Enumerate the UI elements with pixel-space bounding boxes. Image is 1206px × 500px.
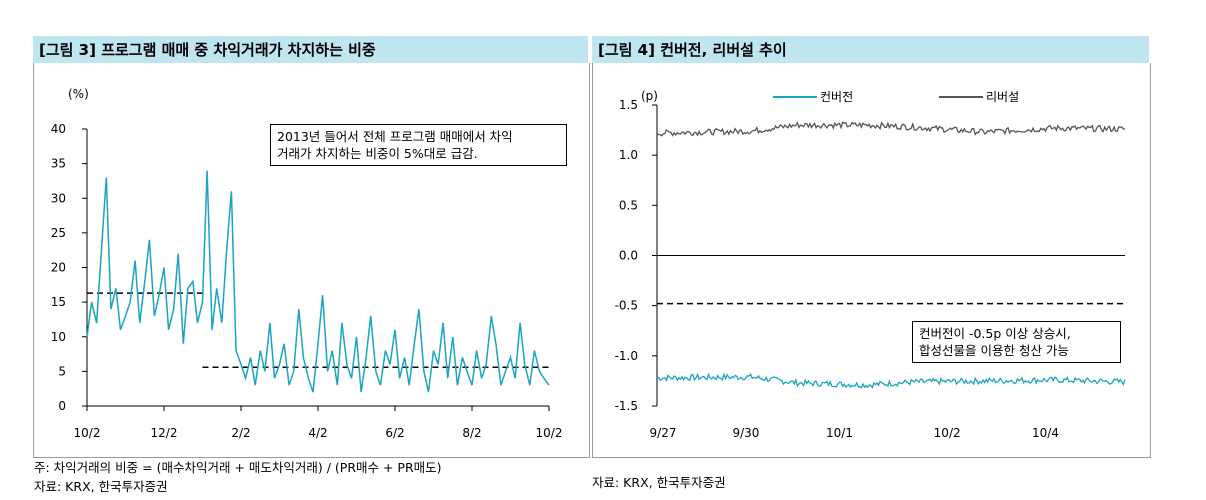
chart4-y-tick-label: 0.5	[619, 198, 638, 212]
chart3-y-tick-label: 25	[51, 226, 66, 240]
chart4-y-tick-label: 1.5	[619, 98, 638, 112]
chart3-x-tick-label: 10/2	[536, 426, 563, 440]
chart4-annotation: 컨버전이 -0.5p 이상 상승시, 합성선물을 이용한 청산 가능	[912, 321, 1121, 363]
chart3-x-tick-label: 10/2	[74, 426, 101, 440]
chart3-y-tick-label: 35	[51, 157, 66, 171]
chart3-annotation-line2: 거래가 차지하는 비중이 5%대로 급감.	[277, 146, 478, 161]
chart3-footnote: 주: 차익거래의 비중 = (매수차익거래 + 매도차익거래) / (PR매수 …	[34, 460, 442, 475]
chart3-x-tick-label: 12/2	[151, 426, 178, 440]
chart4-x-tick-label: 10/2	[934, 426, 961, 440]
chart3-y-tick-label: 10	[51, 330, 66, 344]
chart3-header: [그림 3] 프로그램 매매 중 차익거래가 차지하는 비중	[33, 36, 588, 63]
chart4-frame	[592, 63, 1151, 458]
chart4-y-tick-label: -1.0	[615, 349, 638, 363]
chart4-source: 자료: KRX, 한국투자증권	[592, 475, 726, 490]
chart4-y-tick-label: 0.0	[619, 249, 638, 263]
chart3-series-line	[86, 170, 550, 393]
chart4-y-tick-label: -0.5	[615, 299, 638, 313]
chart3-y-tick-label: 5	[58, 364, 66, 378]
chart4-svg: (p) -1.5 -1.0 -0.5 0.0 0.5 1.0 1.5 9/27 9/30 10/1 1…	[615, 89, 1126, 440]
chart3-y-tick-label: 20	[51, 261, 66, 275]
chart4-heading: [그림 4] 컨버전, 리버설 추이	[598, 41, 787, 59]
chart3-x-tick-label: 6/2	[385, 426, 404, 440]
chart4-header: [그림 4] 컨버전, 리버설 추이	[592, 36, 1149, 63]
chart3-source: 자료: KRX, 한국투자증권	[34, 479, 168, 494]
chart3-annotation-line1: 2013년 들어서 전체 프로그램 매매에서 차익	[277, 129, 513, 144]
chart3-x-tick-label: 8/2	[462, 426, 481, 440]
chart3-frame	[33, 63, 590, 458]
chart3-heading: [그림 3] 프로그램 매매 중 차익거래가 차지하는 비중	[39, 41, 376, 59]
chart4-annotation-line2: 합성선물을 이용한 청산 가능	[919, 343, 1069, 358]
chart4-x-tick-label: 10/4	[1032, 426, 1059, 440]
chart4-y-tick-label: 1.0	[619, 148, 638, 162]
chart3-y-tick-label: 15	[51, 295, 66, 309]
chart3-annotation: 2013년 들어서 전체 프로그램 매매에서 차익 거래가 차지하는 비중이 5…	[270, 124, 567, 166]
chart3-y-tick-label: 30	[51, 191, 66, 205]
chart3-y-tick-label: 40	[51, 122, 66, 136]
chart4-series-line	[656, 121, 1126, 137]
chart4-legend-label: 컨버전	[820, 90, 853, 104]
chart4-x-tick-label: 9/30	[732, 426, 759, 440]
chart3-unit-label: (%)	[68, 87, 89, 101]
chart3-svg: (%) 0 5 10 15 20 25 30 35 40 10/2 12/2 2/2 4/2 6/2 8/2 1…	[51, 87, 563, 440]
chart4-x-tick-label: 10/1	[826, 426, 853, 440]
chart3-x-tick-label: 4/2	[308, 426, 327, 440]
chart4-y-tick-label: -1.5	[615, 399, 638, 413]
chart4-series-line	[656, 372, 1126, 390]
chart4-x-tick-label: 9/27	[650, 426, 677, 440]
chart4-annotation-line1: 컨버전이 -0.5p 이상 상승시,	[919, 326, 1071, 341]
chart3-y-tick-label: 0	[58, 399, 66, 413]
chart3-x-tick-label: 2/2	[231, 426, 250, 440]
chart4-legend-label: 리버설	[986, 90, 1019, 104]
chart4-unit-label: (p)	[641, 89, 658, 103]
